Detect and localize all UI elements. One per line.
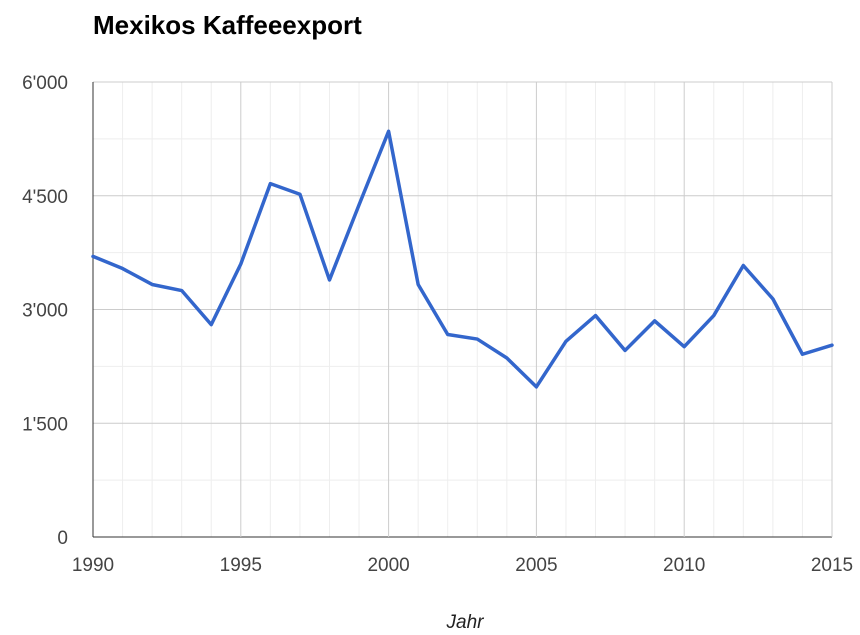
data-point [239,262,243,266]
data-point [416,282,420,286]
data-point [327,278,331,282]
data-point [682,345,686,349]
data-point [121,267,125,271]
data-point [564,339,568,343]
data-point [594,314,598,318]
x-tick-label: 2005 [515,555,557,576]
data-point [505,356,509,360]
y-tick-label: 3'000 [22,301,68,322]
data-point [712,314,716,318]
data-point [209,323,213,327]
data-point [800,352,804,356]
data-point [475,337,479,341]
data-point [623,348,627,352]
data-point [653,319,657,323]
y-tick-label: 6'000 [22,73,68,94]
x-axis-ticks: 1990 1995 2000 2005 2010 2015 [72,555,853,576]
data-point [741,264,745,268]
x-tick-label: 2010 [663,555,705,576]
data-point [150,282,154,286]
x-tick-label: 2000 [367,555,409,576]
series-line [91,129,834,389]
y-tick-label: 4'500 [22,187,68,208]
data-point [357,203,361,207]
series-group [91,129,834,389]
data-point [268,182,272,186]
y-axis-ticks: 0 1'500 3'000 4'500 6'000 [22,73,68,549]
data-point [446,333,450,337]
x-tick-label: 1995 [220,555,262,576]
data-point [298,192,302,196]
x-axis-title: Jahr [446,612,484,633]
x-tick-label: 1990 [72,555,114,576]
x-tick-label: 2015 [811,555,853,576]
data-point [91,254,95,258]
major-gridlines [92,81,833,538]
y-tick-label: 0 [57,528,68,549]
y-tick-label: 1'500 [22,414,68,435]
data-point [771,297,775,301]
data-point [180,289,184,293]
data-point [534,385,538,389]
chart-title: Mexikos Kaffeeexport [93,10,362,40]
data-point [387,129,391,133]
data-point [830,343,834,347]
